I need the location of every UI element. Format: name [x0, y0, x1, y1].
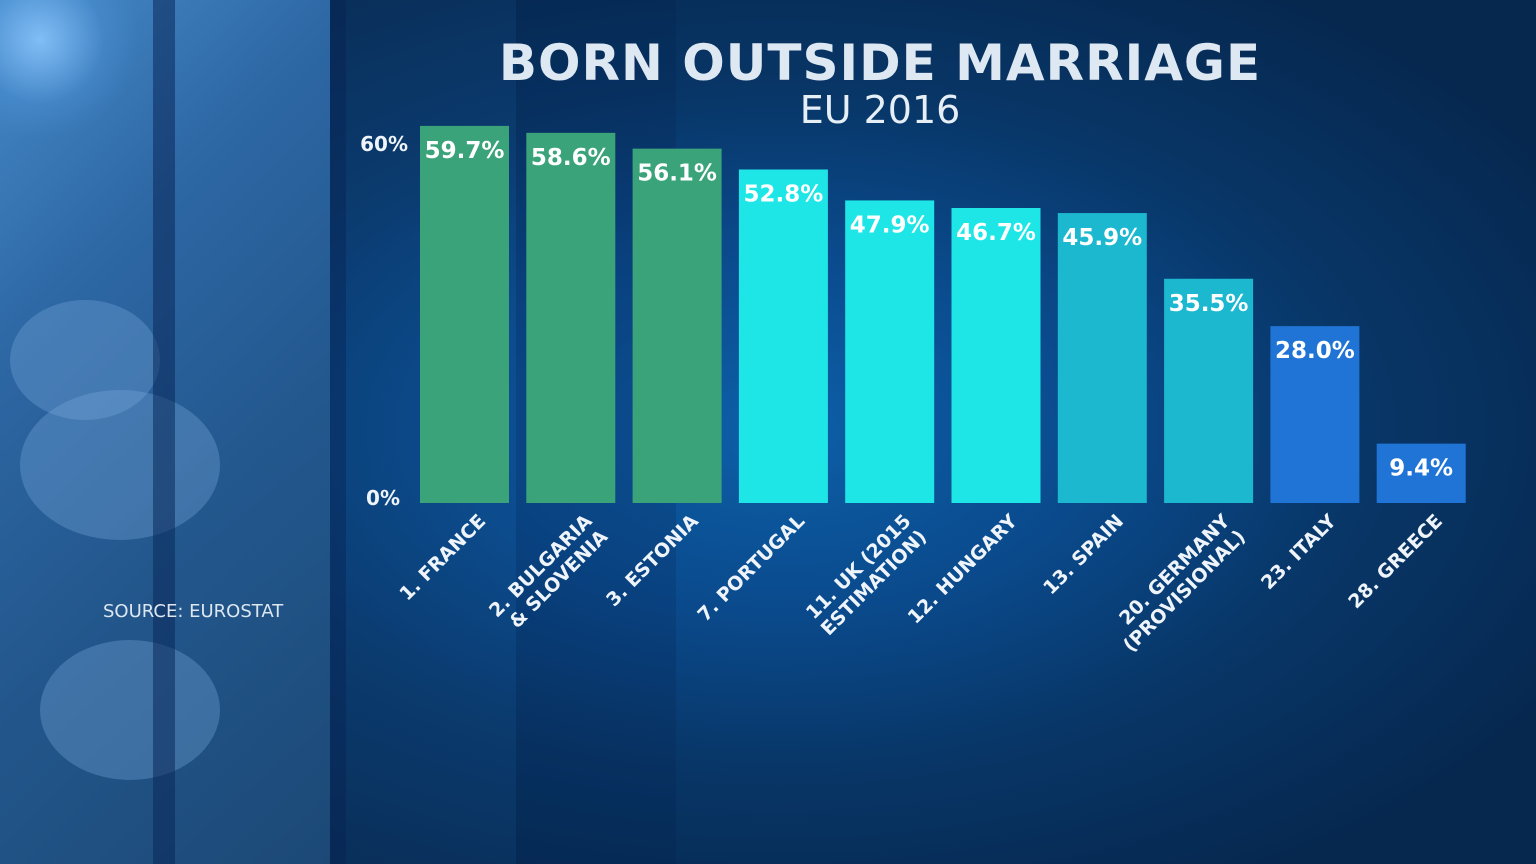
bar: [526, 132, 616, 504]
bar: [1376, 443, 1466, 503]
category-label-line: 23. ITALY: [1257, 510, 1341, 594]
bar: [951, 208, 1041, 504]
category-label: 7. PORTUGAL: [693, 510, 809, 626]
bar: [1270, 326, 1360, 503]
bar-value-label: 35.5%: [1169, 291, 1249, 317]
category-label: 28. GREECE: [1344, 510, 1447, 613]
bar: [420, 125, 509, 504]
category-label: 20. GERMANY(PROVISIONAL): [1115, 510, 1250, 657]
category-label: 3. ESTONIA: [602, 510, 703, 611]
chart-title: BORN OUTSIDE MARRIAGE: [498, 34, 1262, 92]
bar-value-label: 59.7%: [425, 138, 505, 164]
bar-value-label: 58.6%: [531, 145, 611, 171]
category-label: 23. ITALY: [1257, 510, 1341, 594]
hand-shape: [40, 640, 220, 780]
bar: [738, 169, 828, 504]
bar: [1164, 278, 1254, 503]
category-label-line: 12. HUNGARY: [904, 510, 1022, 628]
bar-value-label: 45.9%: [1062, 225, 1142, 251]
category-label-line: 3. ESTONIA: [602, 510, 703, 611]
bar-value-label: 47.9%: [850, 212, 930, 238]
y-tick-max: 60%: [360, 132, 408, 156]
bar-value-label: 46.7%: [956, 220, 1036, 246]
background-stripe: [153, 0, 175, 864]
category-label: 12. HUNGARY: [904, 510, 1022, 628]
category-label-line: 13. SPAIN: [1039, 510, 1128, 599]
category-label: 13. SPAIN: [1039, 510, 1128, 599]
bar: [1057, 213, 1147, 503]
bar: [845, 200, 935, 503]
category-label-line: 28. GREECE: [1344, 510, 1447, 613]
source-label: SOURCE: EUROSTAT: [103, 601, 284, 622]
bar-value-label: 52.8%: [744, 181, 824, 207]
bar-value-label: 9.4%: [1389, 456, 1453, 482]
chart-subtitle: EU 2016: [799, 88, 961, 132]
bar-value-label: 56.1%: [637, 161, 717, 187]
hand-shape: [10, 300, 160, 420]
background-stripe: [330, 0, 346, 864]
category-label-line: 7. PORTUGAL: [693, 510, 809, 626]
bar: [632, 148, 722, 503]
category-label: 2. BULGARIA& SLOVENIA: [485, 510, 612, 633]
category-label-line: 1. FRANCE: [395, 510, 490, 605]
hand-shape: [20, 390, 220, 540]
bar-value-label: 28.0%: [1275, 338, 1355, 364]
y-tick-min: 0%: [366, 486, 400, 510]
category-label: 1. FRANCE: [395, 510, 490, 605]
